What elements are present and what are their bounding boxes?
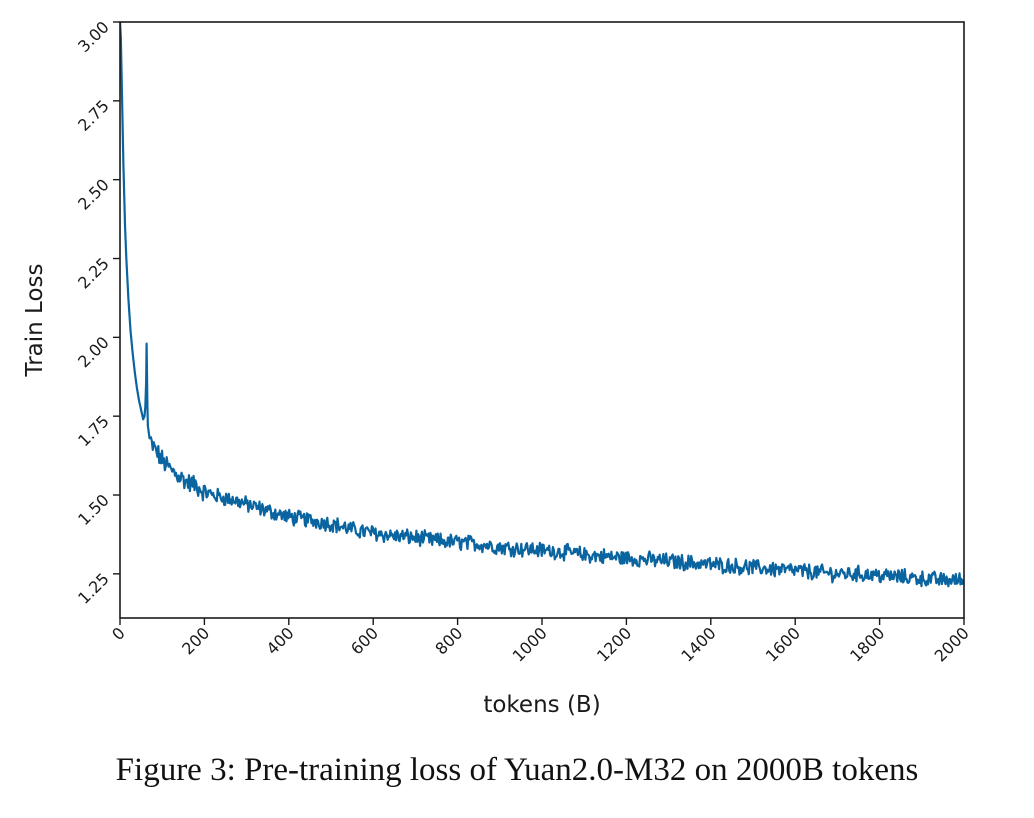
x-tick-label: 1800 — [846, 623, 888, 665]
plot-area — [119, 21, 965, 619]
y-axis-ticks: 1.25 1.50 1.75 2.00 2.25 2.50 2.75 3.00 — [74, 17, 120, 608]
x-tick-label: 200 — [178, 623, 213, 658]
x-tick-label: 1400 — [677, 623, 719, 665]
figure-caption: Figure 3: Pre-training loss of Yuan2.0-M… — [115, 752, 919, 788]
x-tick-label: 600 — [347, 623, 382, 658]
x-tick-label: 1600 — [762, 623, 804, 665]
loss-chart: 0 200 400 600 800 1000 1200 1400 1600 1800 2000 1.… — [22, 17, 973, 718]
x-axis-ticks: 0 200 400 600 800 1000 1200 1400 1600 1800 2000 — [108, 618, 973, 666]
y-tick-label: 2.50 — [74, 175, 113, 214]
y-tick-label: 1.50 — [74, 490, 113, 529]
plot-frame — [119, 21, 965, 619]
x-tick-label: 400 — [263, 623, 298, 658]
x-tick-label: 0 — [108, 623, 129, 644]
y-tick-label: 2.00 — [74, 333, 113, 372]
y-tick-label: 1.25 — [74, 569, 113, 608]
train-loss-line — [120, 22, 964, 588]
y-tick-label: 3.00 — [74, 17, 113, 56]
y-tick-label: 1.75 — [74, 412, 113, 451]
y-tick-label: 2.25 — [74, 254, 113, 293]
x-tick-label: 2000 — [931, 623, 973, 665]
y-tick-label: 2.75 — [74, 96, 113, 135]
x-tick-label: 1200 — [593, 623, 635, 665]
y-axis-label: Train Loss — [22, 264, 48, 378]
x-tick-label: 1000 — [509, 623, 551, 665]
x-axis-label: tokens (B) — [483, 692, 600, 718]
x-tick-label: 800 — [431, 623, 466, 658]
